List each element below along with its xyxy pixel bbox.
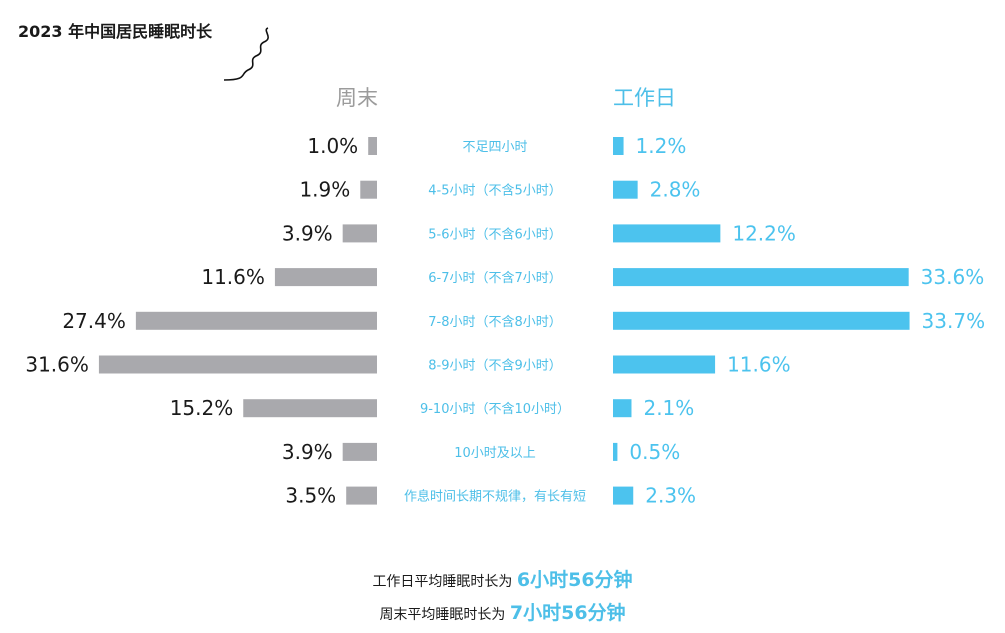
workday-bar xyxy=(613,486,634,505)
weekend-value-label: 3.5% xyxy=(285,484,336,508)
workday-average-note: 工作日平均睡眠时长为 6小时56分钟 xyxy=(0,565,1005,592)
chart-title: 2023 年中国居民睡眠时长 xyxy=(18,22,213,41)
workday-bar xyxy=(613,311,910,330)
workday-value-label: 0.5% xyxy=(629,440,680,464)
weekend-bar xyxy=(360,180,377,199)
weekend-bar xyxy=(342,442,377,461)
workday-bar xyxy=(613,442,618,461)
weekend-value-label: 3.9% xyxy=(282,221,333,245)
workday-bar xyxy=(613,355,716,374)
weekend-value-label: 1.0% xyxy=(307,134,358,158)
weekend-average-note: 周末平均睡眠时长为 7小时56分钟 xyxy=(0,598,1005,625)
weekend-bar xyxy=(342,224,377,243)
category-label: 6-7小时（不含7小时） xyxy=(428,270,562,286)
workday-value-label: 33.6% xyxy=(921,265,985,289)
workday-header: 工作日 xyxy=(613,86,676,110)
weekend-header: 周末 xyxy=(336,86,378,110)
weekend-value-label: 15.2% xyxy=(170,396,234,420)
category-label: 10小时及以上 xyxy=(454,446,536,461)
weekend-bar xyxy=(98,355,378,374)
workday-average-value: 6小时56分钟 xyxy=(516,569,633,591)
workday-value-label: 2.1% xyxy=(643,396,694,420)
category-label: 8-9小时（不含9小时） xyxy=(428,358,562,374)
category-label: 7-8小时（不含8小时） xyxy=(428,314,562,330)
workday-average-prefix: 工作日平均睡眠时长为 xyxy=(372,574,513,590)
category-label: 不足四小时 xyxy=(462,140,527,155)
category-label: 作息时间长期不规律，有长有短 xyxy=(404,489,586,505)
workday-value-label: 12.2% xyxy=(732,221,796,245)
weekend-bar xyxy=(135,311,377,330)
workday-bar xyxy=(613,268,909,287)
squiggle-decoration-icon xyxy=(223,27,269,81)
category-label: 4-5小时（不含5小时） xyxy=(428,183,562,199)
workday-value-label: 2.3% xyxy=(645,484,696,508)
weekend-average-prefix: 周末平均睡眠时长为 xyxy=(379,607,506,623)
category-label: 5-6小时（不含6小时） xyxy=(428,226,562,242)
workday-bar xyxy=(613,399,632,418)
weekend-value-label: 3.9% xyxy=(282,440,333,464)
workday-bar xyxy=(613,224,721,243)
sleep-duration-butterfly-chart: 1.0% 1.2% 不足四小时 1.9% 2.8% 4-5小时（不含5小时） 3.9% 12.… xyxy=(25,134,986,508)
workday-value-label: 33.7% xyxy=(922,309,986,333)
weekend-bar xyxy=(368,137,377,155)
workday-value-label: 1.2% xyxy=(636,134,687,158)
weekend-value-label: 11.6% xyxy=(201,265,265,289)
workday-value-label: 2.8% xyxy=(650,178,701,202)
workday-value-label: 11.6% xyxy=(727,353,791,377)
weekend-bar xyxy=(243,399,377,418)
workday-bar xyxy=(613,180,638,199)
weekend-value-label: 27.4% xyxy=(62,309,126,333)
category-label: 9-10小时（不含10小时） xyxy=(420,401,570,417)
weekend-average-value: 7小时56分钟 xyxy=(509,602,626,624)
workday-bar xyxy=(613,137,624,155)
weekend-bar xyxy=(274,268,377,287)
weekend-value-label: 31.6% xyxy=(25,353,89,377)
weekend-bar xyxy=(346,486,377,505)
weekend-value-label: 1.9% xyxy=(299,178,350,202)
